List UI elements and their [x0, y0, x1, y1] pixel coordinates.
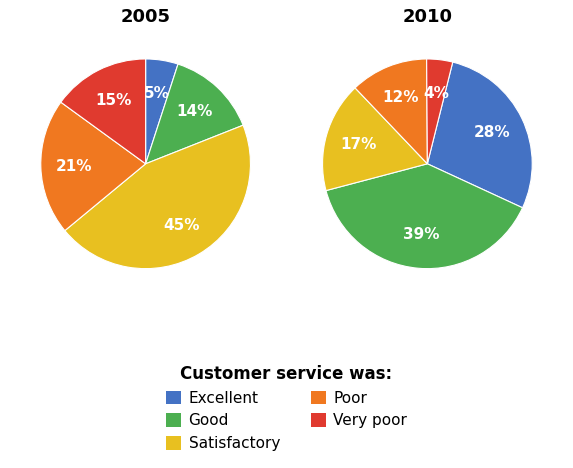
Wedge shape [355, 59, 427, 164]
Text: 5%: 5% [144, 86, 170, 101]
Wedge shape [61, 59, 146, 164]
Wedge shape [427, 62, 532, 208]
Wedge shape [146, 64, 243, 164]
Wedge shape [427, 59, 453, 164]
Text: 17%: 17% [340, 137, 377, 152]
Text: 12%: 12% [382, 90, 419, 105]
Wedge shape [41, 102, 146, 231]
Text: 45%: 45% [164, 218, 200, 233]
Text: 15%: 15% [95, 93, 131, 108]
Text: 14%: 14% [176, 104, 213, 119]
Title: 2010: 2010 [402, 7, 452, 26]
Wedge shape [65, 125, 250, 269]
Legend: Excellent, Good, Satisfactory, Poor, Very poor: Excellent, Good, Satisfactory, Poor, Ver… [161, 360, 412, 456]
Text: 21%: 21% [56, 159, 93, 174]
Text: 4%: 4% [423, 86, 449, 101]
Text: 28%: 28% [473, 125, 510, 140]
Title: 2005: 2005 [121, 7, 171, 26]
Text: 39%: 39% [403, 227, 439, 242]
Wedge shape [323, 88, 427, 190]
Wedge shape [146, 59, 178, 164]
Wedge shape [326, 164, 523, 269]
